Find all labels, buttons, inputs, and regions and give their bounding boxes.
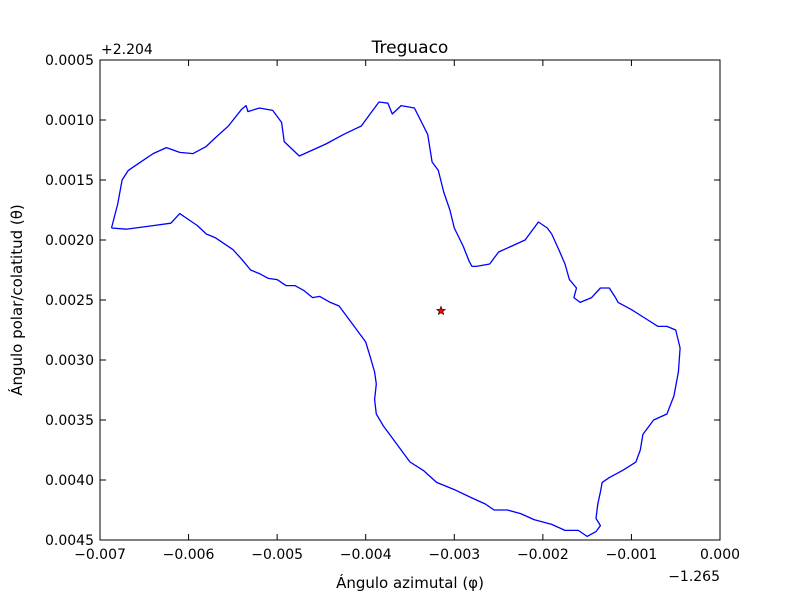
chart-title: Treguaco bbox=[371, 38, 449, 58]
x-axis-label: Ángulo azimutal (φ) bbox=[336, 573, 484, 592]
y-tick-label: 0.0045 bbox=[45, 533, 94, 549]
x-tick-label: −0.002 bbox=[517, 547, 569, 563]
x-tick-label: −0.001 bbox=[606, 547, 658, 563]
x-tick-label: 0.000 bbox=[700, 547, 740, 563]
centroid-star-marker bbox=[435, 305, 447, 316]
y-axis-label: Ángulo polar/colatitud (θ) bbox=[7, 204, 26, 396]
y-tick-label: 0.0030 bbox=[45, 353, 94, 369]
data-layer bbox=[110, 101, 681, 538]
y-tick-label: 0.0010 bbox=[45, 113, 94, 129]
y-offset-label: +2.204 bbox=[101, 42, 153, 58]
y-tick-label: 0.0035 bbox=[45, 413, 94, 429]
x-tick-label: −0.004 bbox=[340, 547, 392, 563]
y-tick-label: 0.0005 bbox=[45, 53, 94, 69]
y-tick-label: 0.0040 bbox=[45, 473, 94, 489]
x-tick-label: −0.006 bbox=[163, 547, 215, 563]
plot-frame bbox=[99, 59, 721, 541]
x-tick-label: −0.003 bbox=[428, 547, 480, 563]
y-tick-label: 0.0020 bbox=[45, 233, 94, 249]
y-tick-label: 0.0015 bbox=[45, 173, 94, 189]
y-tick-label: 0.0025 bbox=[45, 293, 94, 309]
tick-layer: −0.007 −0.006 −0.005 −0.004 −0.003 −0.002 −0.0… bbox=[45, 53, 740, 563]
x-tick-label: −0.005 bbox=[251, 547, 303, 563]
x-tick-label: −0.007 bbox=[74, 547, 126, 563]
boundary-series-line bbox=[110, 101, 681, 538]
x-offset-label: −1.265 bbox=[668, 569, 720, 585]
